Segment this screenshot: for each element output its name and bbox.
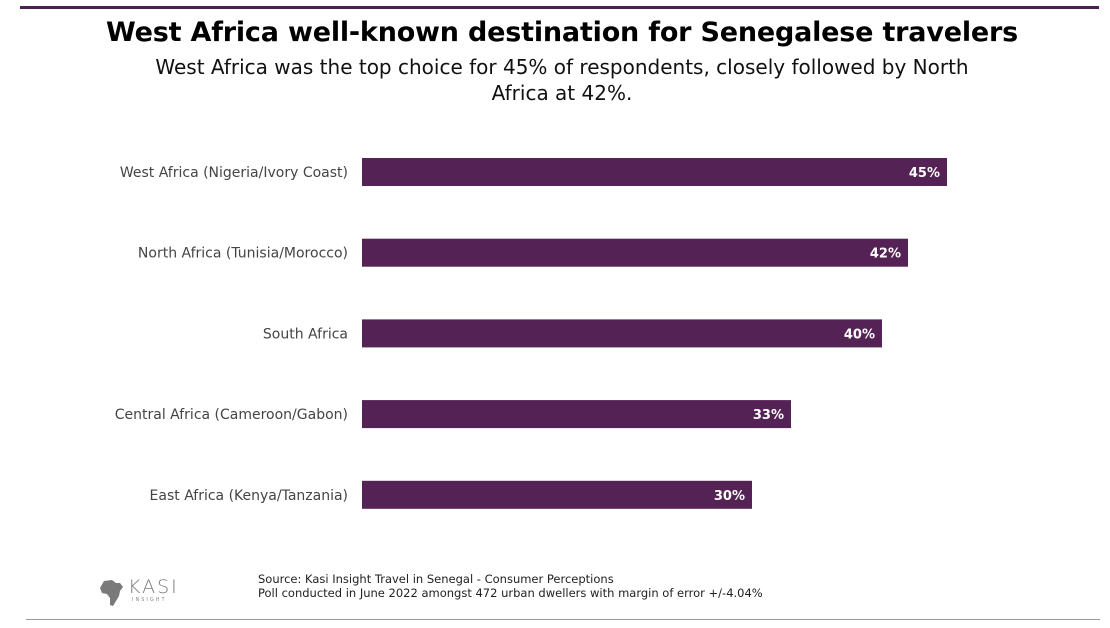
bottom-rule	[26, 619, 1100, 620]
value-label: 40%	[844, 327, 875, 342]
source-note: Source: Kasi Insight Travel in Senegal -…	[258, 572, 763, 600]
source-line-2: Poll conducted in June 2022 amongst 472 …	[258, 586, 763, 600]
value-label: 42%	[870, 247, 901, 262]
bar	[362, 238, 908, 267]
bar-chart: West Africa (Nigeria/Ivory Coast) 45% Nort…	[115, 158, 947, 509]
bar	[362, 319, 882, 348]
value-label: 30%	[714, 489, 745, 504]
category-label: Central Africa (Cameroon/Gabon)	[115, 407, 348, 423]
chart-subtitle: West Africa was the top choice for 45% o…	[155, 55, 969, 105]
category-label: East Africa (Kenya/Tanzania)	[150, 488, 348, 504]
top-rule	[20, 6, 1099, 9]
value-label: 45%	[909, 166, 940, 181]
category-label: South Africa	[263, 326, 348, 342]
category-label: North Africa (Tunisia/Morocco)	[138, 246, 348, 262]
chart-title: West Africa well-known destination for S…	[106, 17, 1018, 48]
logo-wordmark: KASI	[128, 576, 179, 598]
africa-map-icon	[100, 580, 123, 606]
logo-subtext: INSIGHT	[132, 597, 167, 603]
bar	[362, 480, 752, 509]
source-line-1: Source: Kasi Insight Travel in Senegal -…	[258, 572, 614, 586]
bar	[362, 400, 791, 429]
category-label: West Africa (Nigeria/Ivory Coast)	[120, 165, 348, 181]
bar	[362, 158, 947, 186]
value-label: 33%	[753, 408, 784, 423]
kasi-logo: KASI INSIGHT	[98, 576, 208, 608]
